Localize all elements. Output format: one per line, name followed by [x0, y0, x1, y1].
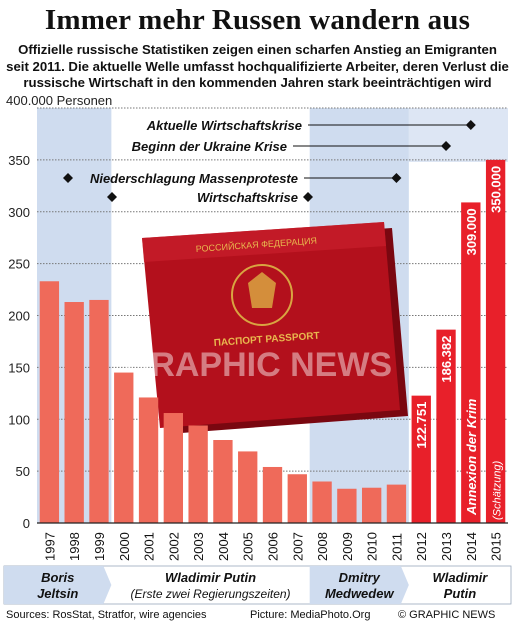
- era-box: Wladimir Putin (Erste zwei Regierungszeit…: [130, 570, 290, 601]
- x-tick-label: 2012: [414, 532, 429, 561]
- era-label: Jeltsin: [37, 586, 78, 601]
- bar-2014: [461, 202, 481, 523]
- event-marker: [107, 192, 117, 202]
- event-marker: [465, 120, 476, 130]
- event-label: Beginn der Ukraine Krise: [132, 139, 287, 154]
- event-label: Aktuelle Wirtschaftskrise: [146, 118, 302, 133]
- passport-emblem: [248, 272, 276, 308]
- x-tick-label: 1998: [67, 532, 82, 561]
- bar-value-label: 309.000: [464, 208, 479, 255]
- bar-2001: [138, 397, 159, 523]
- x-tick-label: 2001: [142, 532, 157, 561]
- bar-2000: [114, 372, 134, 523]
- bar-2008: [312, 481, 332, 523]
- era-label: Putin: [444, 586, 477, 601]
- bar-2006: [262, 466, 283, 523]
- bar-2010: [361, 487, 382, 523]
- sources-credit: Sources: RosStat, Stratfor, wire agencie…: [6, 609, 207, 621]
- bar-2009: [337, 488, 357, 523]
- bar-value-label: 122.751: [414, 402, 429, 449]
- picture-credit: Picture: MediaPhoto.Org: [250, 609, 371, 621]
- x-tick-label: 2000: [117, 532, 132, 561]
- y-tick-label: 0: [23, 516, 30, 531]
- passport-emblem: [231, 264, 293, 326]
- bar-2002: [163, 413, 184, 523]
- x-tick-label: 1999: [92, 532, 107, 561]
- y-tick-label: 50: [16, 464, 30, 479]
- event-marker: [441, 141, 452, 151]
- y-tick-label: 200: [8, 309, 30, 324]
- y-tick-label: 100: [8, 412, 30, 427]
- bar-2013: [436, 329, 456, 523]
- bar-2011: [386, 484, 407, 523]
- y-tick-label: 150: [8, 360, 30, 375]
- event-label: Wirtschaftskrise: [197, 190, 298, 205]
- era-label: Boris: [41, 570, 74, 585]
- bar-2004: [213, 440, 233, 523]
- x-tick-label: 2013: [439, 532, 454, 561]
- bar-annotation: (Schätzung): [492, 460, 504, 520]
- bar-value-label: 350.000: [489, 166, 504, 213]
- bar-1998: [64, 302, 84, 523]
- event-label: Niederschlagung Massenproteste: [90, 171, 298, 186]
- passport-image-highlight: [142, 222, 386, 262]
- bar-2012: [411, 395, 431, 523]
- y-tick-label: 300: [8, 205, 30, 220]
- y-axis-unit-label: 400.000 Personen: [6, 93, 112, 108]
- era-label: Wladimir Putin: [165, 570, 256, 585]
- bar-2003: [188, 425, 208, 523]
- bar-1997: [39, 281, 60, 523]
- era-band: [408, 108, 508, 162]
- bar-annotation: Annexion der Krim: [464, 398, 479, 516]
- x-tick-label: 2015: [489, 532, 504, 561]
- x-tick-label: 2010: [365, 532, 380, 561]
- x-tick-label: 2009: [340, 532, 355, 561]
- era-label: (Erste zwei Regierungszeiten): [130, 587, 290, 601]
- x-tick-label: 2014: [464, 532, 479, 561]
- passport-image-cover: [142, 222, 400, 428]
- event-marker: [63, 173, 73, 183]
- event-marker: [391, 173, 402, 183]
- bar-value-label: 186.382: [439, 336, 454, 383]
- x-tick-label: 2011: [389, 533, 404, 561]
- event-marker: [303, 192, 313, 202]
- x-tick-label: 2008: [315, 532, 330, 561]
- y-tick-label: 350: [8, 153, 30, 168]
- x-tick-label: 2005: [241, 532, 256, 561]
- bar-1999: [89, 299, 109, 523]
- bar-2015: [485, 159, 506, 523]
- bar-2005: [238, 451, 258, 523]
- chart-title: Immer mehr Russen wandern aus: [44, 4, 471, 36]
- x-tick-label: 2006: [266, 532, 281, 561]
- era-label: Dmitry: [339, 570, 381, 585]
- chart-subtitle: Offizielle russische Statistiken zeigen …: [6, 42, 509, 90]
- bar-2007: [287, 474, 307, 523]
- era-box-shape: [309, 566, 409, 604]
- x-tick-label: 2003: [191, 532, 206, 561]
- era-label: Wladimir: [432, 570, 488, 585]
- y-tick-label: 250: [8, 257, 30, 272]
- x-tick-label: 1997: [42, 532, 57, 561]
- era-label: Medwedew: [325, 586, 395, 601]
- x-tick-label: 2004: [216, 532, 231, 561]
- copyright-credit: © GRAPHIC NEWS: [398, 609, 496, 621]
- era-box-shape: [4, 566, 112, 604]
- x-tick-label: 2007: [290, 532, 305, 561]
- watermark: GRAPHIC NEWS: [124, 346, 392, 384]
- x-tick-label: 2002: [166, 532, 181, 561]
